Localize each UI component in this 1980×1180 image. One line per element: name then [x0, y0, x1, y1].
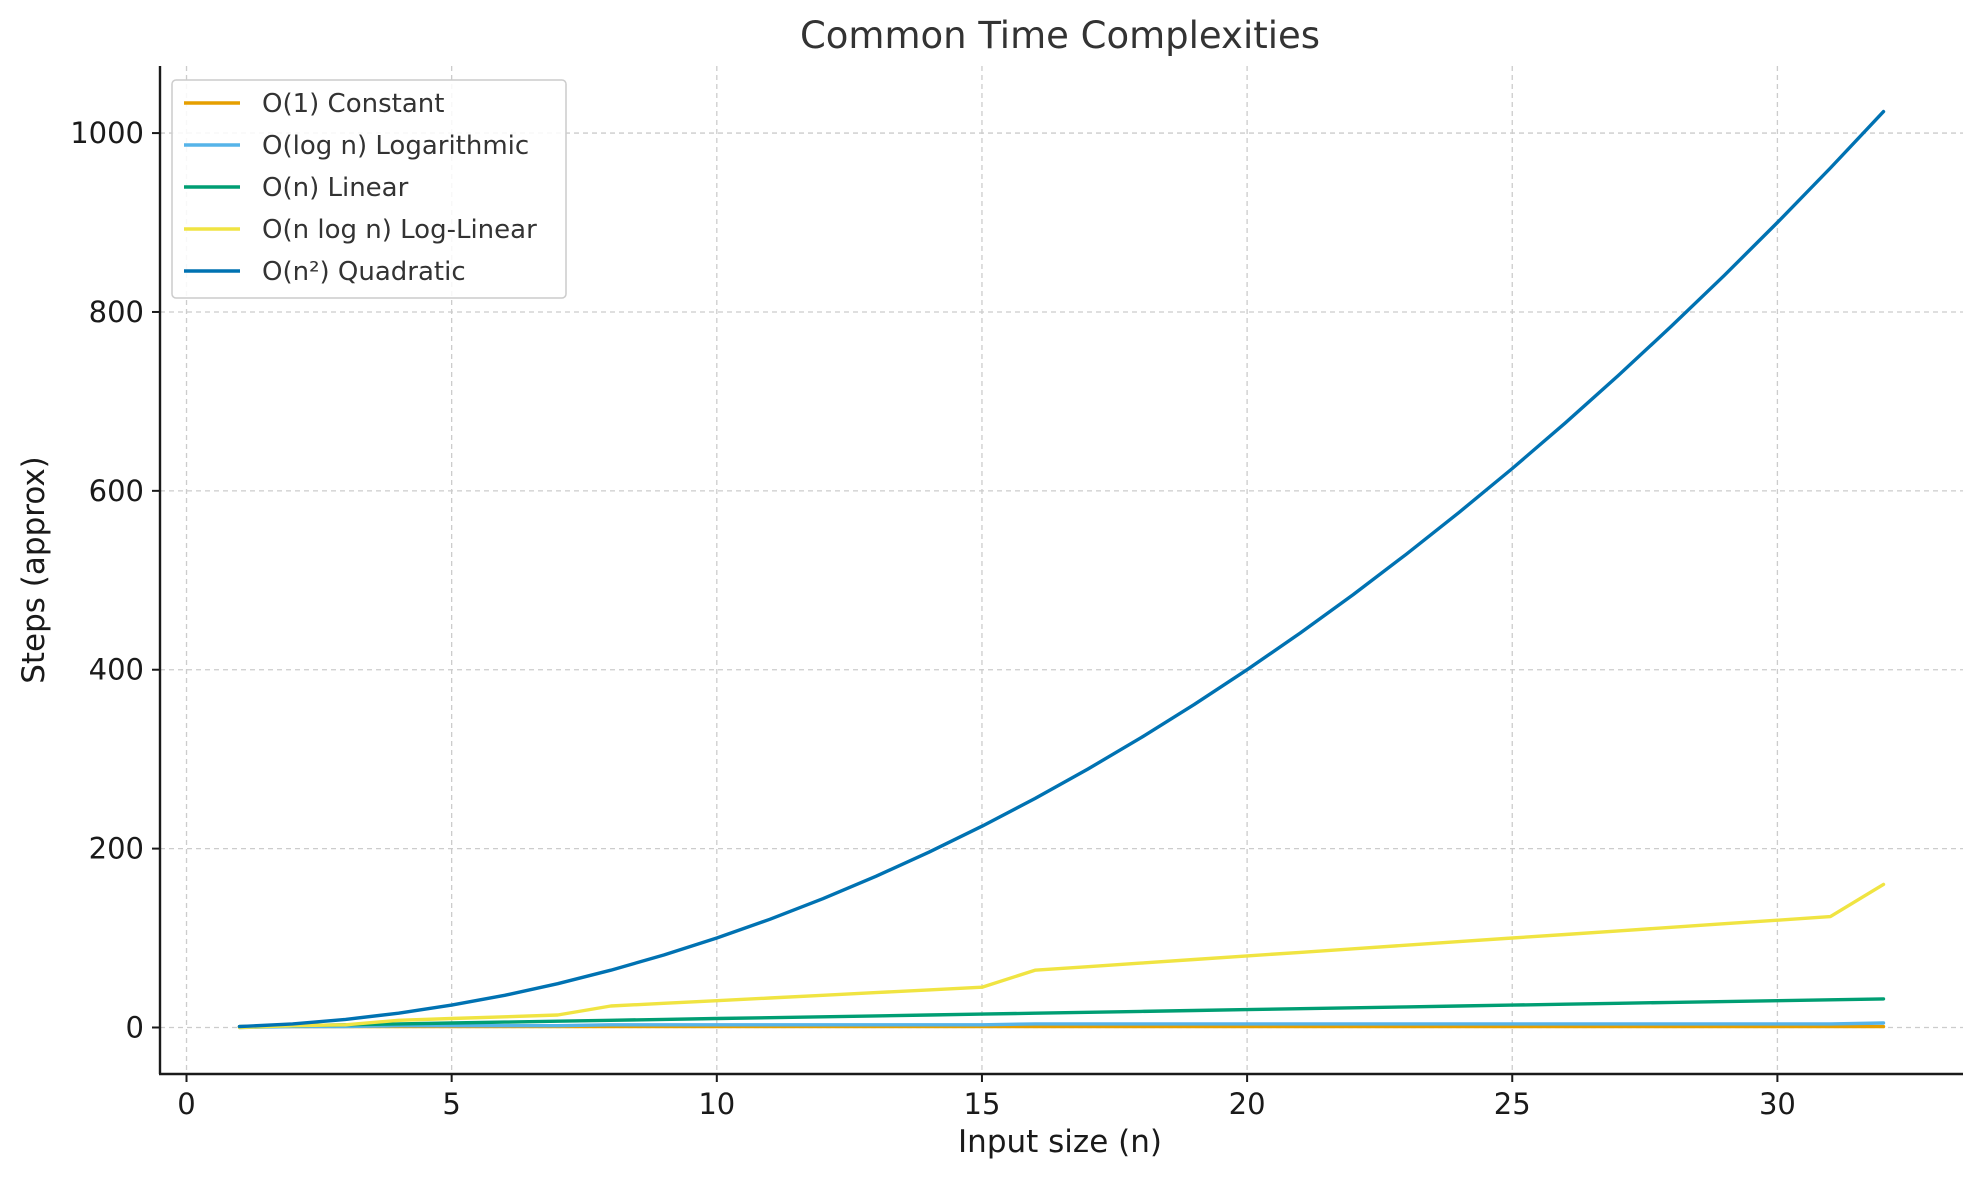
legend-label: O(1) Constant: [262, 89, 444, 119]
legend-label: O(n²) Quadratic: [262, 257, 466, 287]
axes: [158, 66, 1963, 1076]
x-tick-label: 0: [177, 1087, 195, 1121]
x-tick-label: 15: [964, 1087, 1001, 1121]
x-axis-label: Input size (n): [958, 1124, 1162, 1160]
x-tick-label: 25: [1494, 1087, 1531, 1121]
y-tick-label: 0: [126, 1010, 144, 1044]
legend-label: O(n log n) Log-Linear: [262, 215, 537, 245]
y-tick-label: 600: [89, 474, 144, 508]
chart-title: Common Time Complexities: [800, 14, 1320, 57]
legend-label: O(log n) Logarithmic: [262, 131, 529, 161]
series-lines: [237, 109, 1886, 1030]
y-tick-label: 200: [89, 832, 144, 866]
legend-box: [171, 79, 567, 299]
y-axis-label: Steps (approx): [16, 456, 52, 684]
x-tick-label: 10: [698, 1087, 735, 1121]
series-line-4: [237, 109, 1886, 1029]
legend: O(1) Constant O(log n) Logarithmic O(n) Li…: [171, 79, 567, 299]
y-tick-label: 800: [89, 295, 144, 329]
y-ticks: 0 200 400 600 800 1000: [70, 116, 160, 1044]
legend-label: O(n) Linear: [262, 173, 409, 203]
x-tick-label: 20: [1229, 1087, 1266, 1121]
y-tick-label: 400: [89, 653, 144, 687]
x-tick-label: 5: [442, 1087, 460, 1121]
x-tick-label: 30: [1759, 1087, 1796, 1121]
series-line-3: [237, 882, 1886, 1030]
series-line-1: [237, 1021, 1886, 1030]
y-tick-label: 1000: [70, 116, 144, 150]
series-line-2: [237, 997, 1886, 1029]
x-ticks: 0 5 10 15 20 25 30: [177, 1074, 1796, 1121]
